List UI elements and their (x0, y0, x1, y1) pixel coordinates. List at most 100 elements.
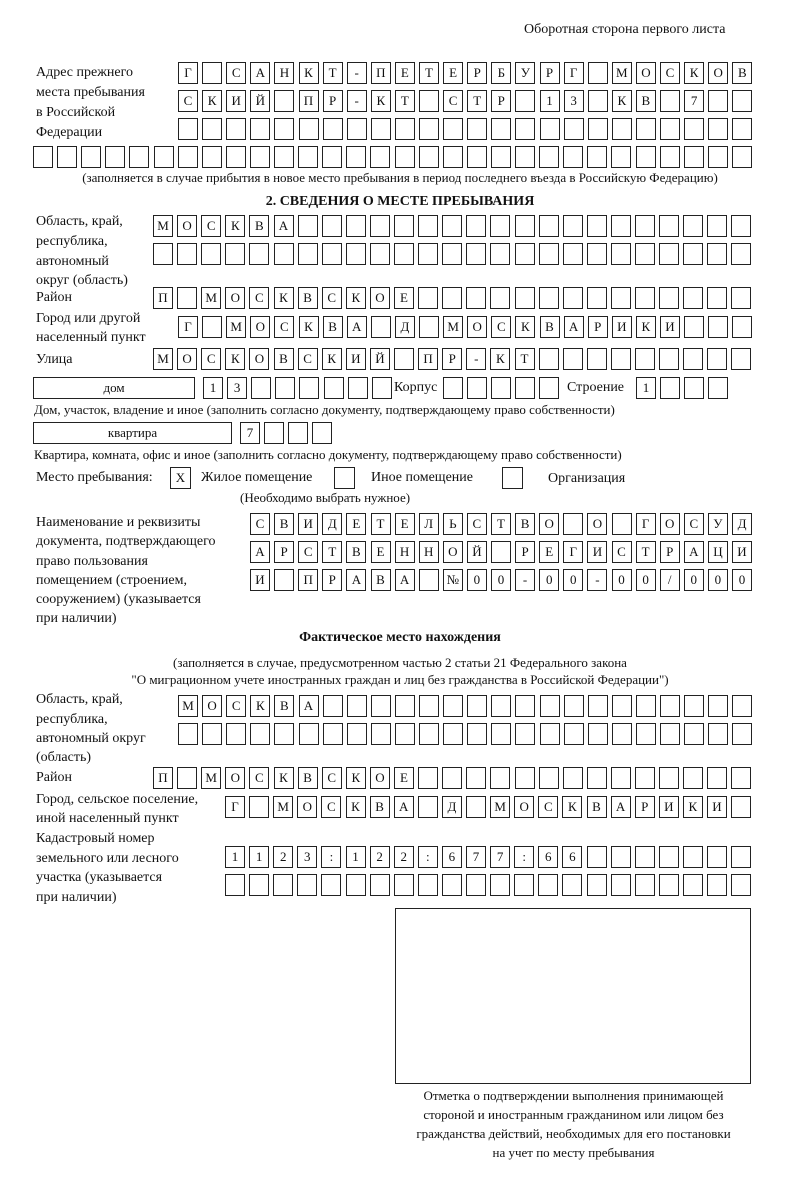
letter-cell[interactable]: С (683, 513, 704, 535)
letter-cell[interactable] (563, 723, 584, 745)
letter-cell[interactable]: Т (394, 90, 415, 112)
letter-cell[interactable]: - (346, 62, 367, 84)
letter-cell[interactable] (587, 118, 608, 140)
letter-cell[interactable]: О (467, 316, 488, 338)
letter-cell[interactable]: К (298, 62, 319, 84)
letter-cell[interactable]: М (226, 316, 247, 338)
letter-cell[interactable]: Т (322, 62, 343, 84)
letter-cell[interactable] (610, 243, 631, 265)
letter-cell[interactable] (683, 767, 704, 789)
letter-cell[interactable]: 6 (538, 846, 559, 868)
letter-cell[interactable]: С (249, 287, 270, 309)
letter-cell[interactable] (708, 118, 729, 140)
letter-cell[interactable] (442, 767, 463, 789)
letter-cell[interactable]: Д (322, 513, 343, 535)
letter-cell[interactable] (659, 243, 680, 265)
letter-cell[interactable] (515, 723, 536, 745)
letter-cell[interactable] (732, 316, 753, 338)
letter-cell[interactable]: Н (274, 62, 295, 84)
letter-cell[interactable] (587, 695, 608, 717)
letter-cell[interactable] (659, 215, 680, 237)
letter-cell[interactable]: 1 (539, 90, 560, 112)
letter-cell[interactable] (659, 287, 680, 309)
letter-cell[interactable] (660, 90, 680, 112)
letter-cell[interactable]: В (274, 513, 295, 535)
letter-cell[interactable] (562, 874, 583, 896)
letter-cell[interactable]: И (660, 316, 680, 338)
letter-cell[interactable]: А (346, 569, 367, 591)
letter-cell[interactable]: М (611, 62, 632, 84)
letter-cell[interactable] (201, 243, 222, 265)
letter-cell[interactable] (369, 243, 390, 265)
letter-cell[interactable] (441, 874, 462, 896)
letter-cell[interactable]: Г (563, 541, 584, 563)
letter-cell[interactable] (708, 377, 729, 399)
letter-cell[interactable] (587, 62, 608, 84)
letter-cell[interactable] (321, 243, 342, 265)
letter-cell[interactable]: М (443, 316, 464, 338)
letter-cell[interactable]: С (249, 767, 270, 789)
letter-cell[interactable]: П (298, 90, 319, 112)
letter-cell[interactable] (708, 316, 729, 338)
letter-cell[interactable] (443, 118, 464, 140)
letter-cell[interactable] (539, 146, 560, 168)
letter-cell[interactable]: И (707, 796, 727, 818)
letter-cell[interactable] (466, 146, 487, 168)
letter-cell[interactable]: К (490, 348, 511, 370)
letter-cell[interactable] (442, 146, 463, 168)
letter-cell[interactable]: Й (250, 90, 271, 112)
letter-cell[interactable] (514, 874, 535, 896)
letter-cell[interactable] (732, 695, 753, 717)
letter-cell[interactable] (586, 767, 607, 789)
letter-cell[interactable] (515, 118, 536, 140)
letter-cell[interactable] (417, 874, 438, 896)
letter-cell[interactable]: М (201, 287, 222, 309)
letter-cell[interactable] (684, 723, 705, 745)
letter-cell[interactable] (345, 874, 366, 896)
letter-cell[interactable]: Й (466, 541, 487, 563)
letter-cell[interactable] (611, 723, 632, 745)
letter-cell[interactable]: Т (514, 348, 535, 370)
letter-cell[interactable] (515, 90, 536, 112)
letter-cell[interactable] (490, 287, 511, 309)
letter-cell[interactable]: С (201, 215, 222, 237)
letter-cell[interactable]: М (490, 796, 511, 818)
letter-cell[interactable]: 6 (441, 846, 462, 868)
letter-cell[interactable]: С (466, 513, 487, 535)
letter-cell[interactable]: - (515, 569, 536, 591)
letter-cell[interactable]: Д (441, 796, 462, 818)
letter-cell[interactable]: 0 (563, 569, 584, 591)
letter-cell[interactable] (275, 377, 296, 399)
letter-cell[interactable] (634, 846, 655, 868)
letter-cell[interactable]: О (297, 796, 318, 818)
letter-cell[interactable]: № (442, 569, 463, 591)
letter-cell[interactable] (731, 215, 752, 237)
letter-cell[interactable] (299, 377, 320, 399)
letter-cell[interactable] (707, 767, 728, 789)
letter-cell[interactable]: 1 (345, 846, 366, 868)
letter-cell[interactable] (419, 723, 439, 745)
letter-cell[interactable]: О (369, 287, 390, 309)
letter-cell[interactable]: И (587, 541, 608, 563)
letter-cell[interactable]: Е (394, 767, 414, 789)
letter-cell[interactable]: В (732, 62, 753, 84)
letter-cell[interactable]: О (202, 695, 223, 717)
letter-cell[interactable]: Й (369, 348, 390, 370)
letter-cell[interactable]: К (202, 90, 223, 112)
letter-cell[interactable] (490, 215, 511, 237)
letter-cell[interactable]: Р (491, 90, 512, 112)
letter-cell[interactable] (81, 146, 102, 168)
letter-cell[interactable] (610, 874, 631, 896)
letter-cell[interactable] (586, 846, 607, 868)
letter-cell[interactable] (539, 695, 560, 717)
letter-cell[interactable] (202, 316, 223, 338)
letter-cell[interactable]: Р (587, 316, 608, 338)
letter-cell[interactable]: 7 (466, 846, 486, 868)
letter-cell[interactable]: Е (394, 62, 415, 84)
letter-cell[interactable] (394, 215, 414, 237)
letter-cell[interactable]: А (346, 316, 367, 338)
letter-cell[interactable] (225, 243, 246, 265)
letter-cell[interactable]: С (298, 541, 319, 563)
letter-cell[interactable] (563, 695, 584, 717)
letter-cell[interactable]: К (370, 90, 391, 112)
